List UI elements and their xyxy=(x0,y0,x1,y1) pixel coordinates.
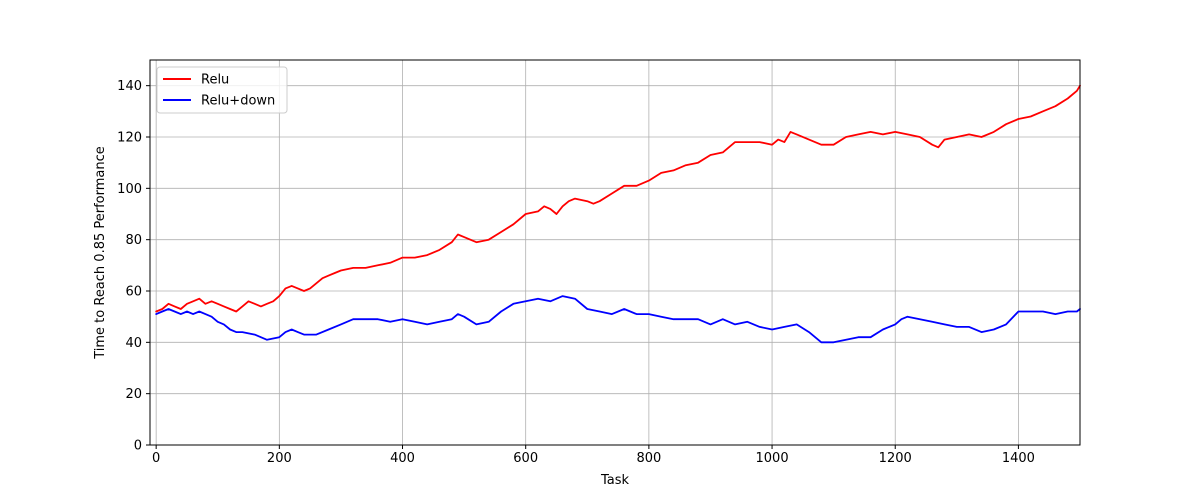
x-axis-label: Task xyxy=(600,473,630,488)
x-tick-label: 1000 xyxy=(756,451,789,466)
series-lines xyxy=(155,84,1081,344)
x-tick-label: 200 xyxy=(267,451,292,466)
y-tick-label: 140 xyxy=(117,79,142,94)
x-tick-label: 0 xyxy=(152,451,160,466)
y-tick-label: 20 xyxy=(125,387,142,402)
y-tick-label: 60 xyxy=(125,285,142,300)
x-tick-label: 600 xyxy=(513,451,538,466)
y-tick-label: 120 xyxy=(117,131,142,146)
x-tick-label: 1400 xyxy=(1002,451,1035,466)
y-tick-label: 40 xyxy=(125,336,142,351)
y-axis-ticks: 0 20 40 60 80 100 120 140 xyxy=(117,79,150,454)
x-tick-label: 400 xyxy=(390,451,415,466)
legend-label-relu: Relu xyxy=(201,73,229,88)
legend-label-relu-down: Relu+down xyxy=(201,94,275,109)
x-tick-label: 1200 xyxy=(879,451,912,466)
grid xyxy=(150,60,1080,446)
plot-area-frame xyxy=(149,59,1081,446)
x-tick-label: 800 xyxy=(636,451,661,466)
y-tick-label: 80 xyxy=(125,233,142,248)
y-axis-label: Time to Reach 0.85 Performance xyxy=(93,146,108,360)
y-tick-label: 100 xyxy=(117,182,142,197)
x-axis-ticks: 0 200 400 600 800 1000 1200 1400 xyxy=(152,445,1035,466)
y-tick-label: 0 xyxy=(134,439,142,454)
legend: Relu Relu+down xyxy=(156,66,288,114)
series-line-relu xyxy=(155,84,1081,313)
series-line-relu-down xyxy=(155,295,1081,344)
